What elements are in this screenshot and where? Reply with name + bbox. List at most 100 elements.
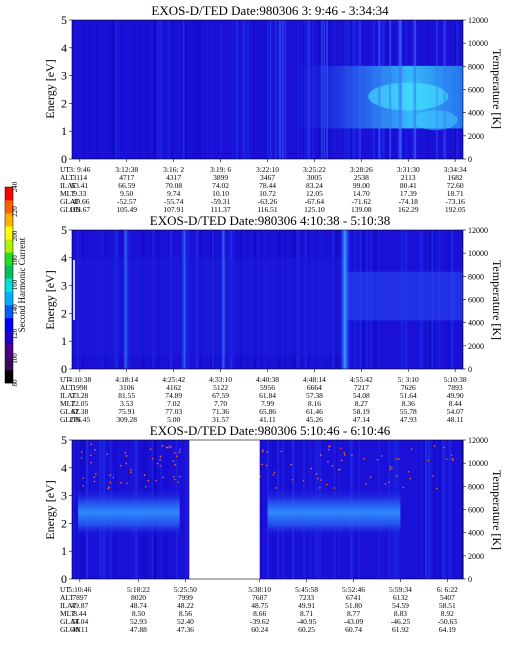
temperature-point <box>94 449 96 451</box>
temperature-point <box>391 466 393 469</box>
y2-tick-label: 6000 <box>468 296 484 305</box>
panel-3-ylabel: Energy [eV] <box>43 480 57 539</box>
table-cell: 8.50 <box>132 609 145 618</box>
colorbar: 80 100 120 140 160 180 200 220 240 Second Harmon… <box>4 181 27 387</box>
table-cell: 4:40:38 <box>256 375 279 384</box>
temperature-point <box>384 483 387 485</box>
temperature-point <box>152 458 154 460</box>
table-cell: 5: 3:10 <box>398 375 419 384</box>
row-label: GLON <box>60 415 81 424</box>
temperature-point <box>89 454 92 457</box>
temperature-point <box>433 445 436 447</box>
table-cell: 4:18:14 <box>115 375 138 384</box>
table-cell: 73.28 <box>71 391 88 400</box>
table-cell: 8.36 <box>402 399 415 408</box>
table-cell: 116.51 <box>257 205 278 214</box>
y2-tick-label: 6000 <box>468 506 484 515</box>
table-cell: 5407 <box>440 593 455 602</box>
temperature-point <box>450 454 453 456</box>
colorbar-swatch <box>5 226 13 240</box>
temperature-point <box>159 464 162 467</box>
table-cell: 5:45:58 <box>295 585 318 594</box>
table-cell: 55.78 <box>400 407 417 416</box>
colorbar-tick: 160 <box>11 279 19 290</box>
temperature-point <box>291 478 294 481</box>
temperature-point <box>272 473 275 476</box>
table-cell: 9.33 <box>73 189 86 198</box>
table-cell: 57.38 <box>306 391 323 400</box>
y-tick-label: 3 <box>61 279 67 293</box>
temperature-point <box>381 455 383 457</box>
colorbar-tick: 180 <box>11 255 19 266</box>
temperature-point <box>179 448 181 451</box>
temperature-point <box>327 460 329 463</box>
table-cell: 3:16: 2 <box>163 165 184 174</box>
table-cell: 9.74 <box>167 189 180 198</box>
table-cell: 71.36 <box>212 407 229 416</box>
table-cell: 3:25:22 <box>303 165 326 174</box>
table-cell: 31.57 <box>212 415 229 424</box>
temperature-point <box>319 454 322 456</box>
table-cell: -40.95 <box>297 617 317 626</box>
table-cell: 5:52:46 <box>342 585 365 594</box>
temperature-point <box>125 462 128 465</box>
temperature-point <box>310 467 313 470</box>
temperature-point <box>340 459 343 462</box>
table-cell: 63.41 <box>71 181 88 190</box>
temperature-point <box>93 480 96 483</box>
table-cell: 9.50 <box>120 189 133 198</box>
temperature-point <box>173 478 176 481</box>
table-cell: 4162 <box>166 383 181 392</box>
temperature-point <box>170 446 172 449</box>
temperature-point <box>261 451 264 453</box>
table-cell: 48.11 <box>447 415 464 424</box>
row-label: GLAT <box>60 407 80 416</box>
temperature-point <box>363 458 366 460</box>
table-cell: 4717 <box>119 173 134 182</box>
temperature-point <box>93 476 96 479</box>
y2-tick-label: 4000 <box>468 109 484 118</box>
row-label: ALT <box>60 593 74 602</box>
table-cell: 7233 <box>299 593 314 602</box>
table-cell: 49.87 <box>71 601 88 610</box>
table-cell: 14.70 <box>353 189 370 198</box>
panel-1-y2label: Temperature [K] <box>490 49 504 129</box>
table-cell: 12.05 <box>306 189 323 198</box>
y-tick-label: 2 <box>61 306 67 320</box>
table-cell: 5:10:46 <box>68 585 91 594</box>
y-tick-label: 4 <box>61 41 67 55</box>
temperature-point <box>129 469 132 471</box>
y2-tick-label: 4000 <box>468 529 484 538</box>
table-cell: -46.25 <box>391 617 411 626</box>
y-tick-label: 0 <box>61 362 67 376</box>
temperature-point <box>145 486 147 488</box>
table-cell: 5:25:50 <box>174 585 197 594</box>
y2-tick-label: 8000 <box>468 272 484 281</box>
row-label: ALT <box>60 173 74 182</box>
temperature-point <box>331 464 334 467</box>
table-cell: 2538 <box>354 173 369 182</box>
table-cell: 54.59 <box>392 601 409 610</box>
colorbar-swatch <box>5 330 13 345</box>
colorbar-tick: 220 <box>11 206 19 217</box>
temperature-point <box>351 454 353 457</box>
table-cell: 51.80 <box>345 601 362 610</box>
temperature-point <box>409 477 411 480</box>
table-cell: 2113 <box>401 173 416 182</box>
y2-tick-label: 10000 <box>468 459 488 468</box>
table-cell: 3: 9:46 <box>69 165 90 174</box>
temperature-point <box>124 451 127 454</box>
table-cell: 60.24 <box>251 625 268 634</box>
panel-1-ylabel: Energy [eV] <box>43 59 57 118</box>
temperature-point <box>451 457 454 460</box>
temperature-point <box>328 448 330 451</box>
table-cell: 49.91 <box>298 601 315 610</box>
temperature-point <box>109 481 112 484</box>
temperature-point <box>80 451 83 453</box>
table-cell: 80.41 <box>400 181 417 190</box>
temperature-point <box>317 477 319 480</box>
temperature-point <box>82 484 84 487</box>
temperature-point <box>143 474 146 476</box>
table-cell: 6: 6:22 <box>437 585 458 594</box>
